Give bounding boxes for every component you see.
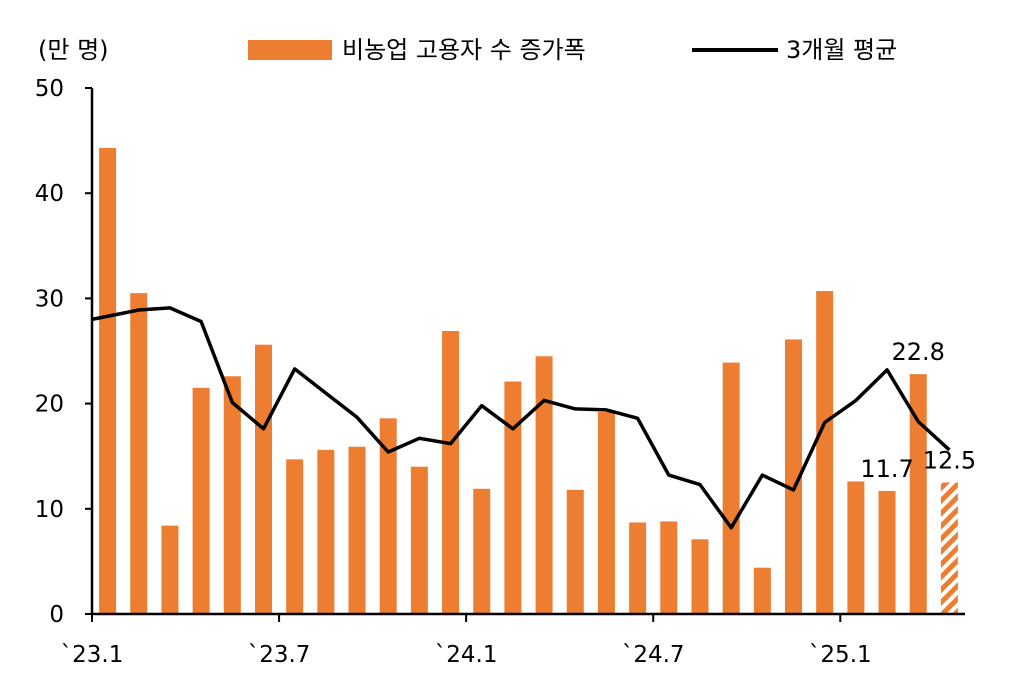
axes bbox=[90, 88, 965, 616]
three-month-average-line bbox=[91, 306, 951, 530]
bar bbox=[785, 339, 803, 614]
bar bbox=[660, 521, 678, 614]
bar bbox=[535, 356, 553, 614]
y-tick-label: 20 bbox=[35, 392, 64, 418]
y-tick-label: 50 bbox=[35, 76, 64, 102]
legend-bar-swatch bbox=[248, 40, 332, 60]
data-label: 22.8 bbox=[892, 338, 945, 366]
y-tick-label: 0 bbox=[49, 602, 64, 628]
bar bbox=[909, 374, 927, 614]
legend-line-label: 3개월 평균 bbox=[786, 36, 897, 64]
data-label: 12.5 bbox=[923, 447, 976, 475]
bar bbox=[504, 381, 522, 614]
bar bbox=[722, 362, 740, 614]
bar bbox=[847, 481, 865, 614]
bar bbox=[348, 446, 366, 614]
bar bbox=[566, 489, 584, 614]
bar bbox=[940, 482, 958, 614]
legend-bar-label: 비농업 고용자 수 증가폭 bbox=[342, 36, 586, 64]
x-axis-ticks: `23.1 `23.7 `24.1 `24.7 `25.1 bbox=[61, 614, 872, 668]
bar bbox=[473, 488, 491, 614]
x-tick-label: `23.1 bbox=[61, 642, 124, 668]
bar bbox=[629, 522, 647, 614]
bar bbox=[410, 466, 428, 614]
x-tick-label: `25.1 bbox=[809, 642, 872, 668]
bar bbox=[317, 449, 335, 614]
legend: 비농업 고용자 수 증가폭 3개월 평균 bbox=[248, 36, 897, 64]
y-tick-label: 30 bbox=[35, 286, 64, 312]
bar bbox=[442, 331, 460, 614]
bar bbox=[379, 418, 397, 614]
bar bbox=[753, 567, 771, 614]
bar bbox=[597, 412, 615, 614]
bar bbox=[130, 293, 148, 614]
bar bbox=[691, 539, 709, 614]
bar bbox=[816, 291, 834, 614]
y-unit-label: (만 명) bbox=[38, 36, 109, 64]
x-tick-label: `23.7 bbox=[248, 642, 311, 668]
bar bbox=[223, 376, 241, 614]
y-tick-label: 40 bbox=[35, 181, 64, 207]
y-tick-label: 10 bbox=[35, 497, 64, 523]
bar bbox=[99, 147, 117, 615]
y-axis-ticks: 0 10 20 30 40 50 bbox=[35, 76, 92, 628]
line-series bbox=[91, 306, 951, 530]
bar-series bbox=[99, 147, 958, 615]
bar bbox=[878, 490, 896, 614]
x-tick-label: `24.7 bbox=[622, 642, 685, 668]
bar bbox=[161, 525, 179, 614]
x-tick-label: `24.1 bbox=[435, 642, 498, 668]
bar bbox=[286, 459, 304, 614]
bar bbox=[254, 344, 272, 614]
data-label: 11.7 bbox=[860, 455, 913, 483]
bar bbox=[192, 387, 210, 614]
value-annotations: 11.7 22.8 12.5 bbox=[860, 338, 976, 483]
